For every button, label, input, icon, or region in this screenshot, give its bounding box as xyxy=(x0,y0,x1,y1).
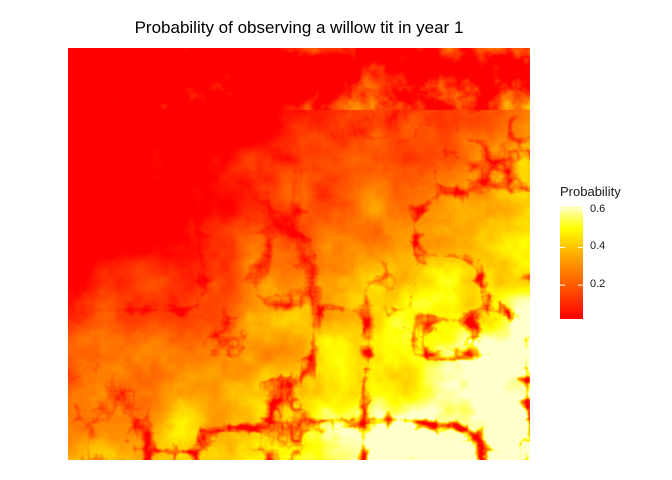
legend-colorbar xyxy=(560,206,583,319)
legend-tick-label: 0.6 xyxy=(590,202,606,215)
legend-title: Probability xyxy=(560,184,621,199)
probability-raster-map xyxy=(68,48,530,460)
legend-gradient xyxy=(560,206,583,319)
chart-title: Probability of observing a willow tit in… xyxy=(134,18,464,37)
legend-tick-label: 0.4 xyxy=(590,240,606,253)
legend-tick-label: 0.2 xyxy=(590,278,606,291)
